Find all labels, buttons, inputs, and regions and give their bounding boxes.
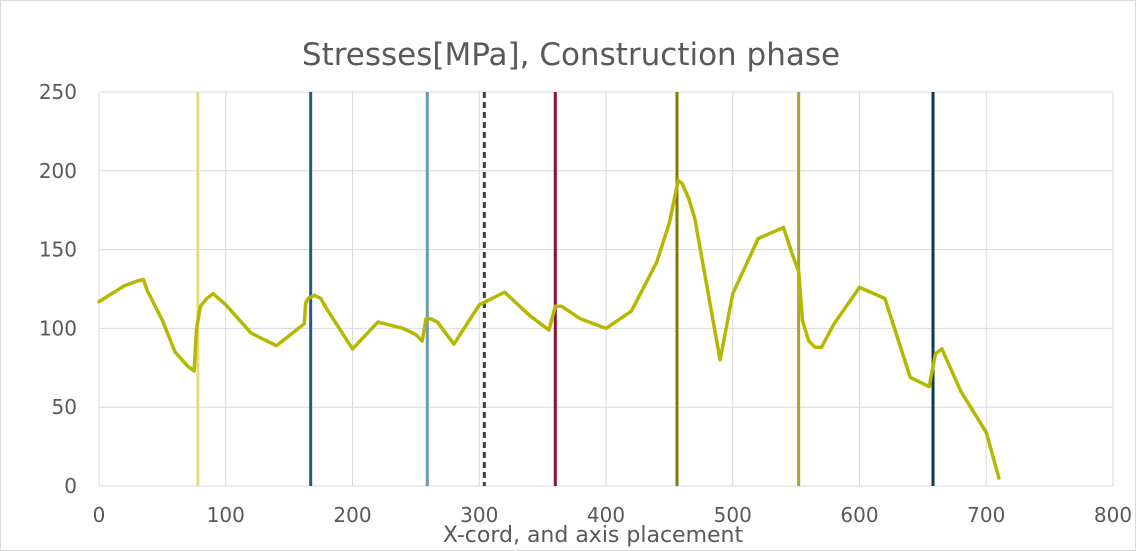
series-layer xyxy=(97,178,1001,480)
x-tick-label: 100 xyxy=(207,503,245,527)
grid-lines xyxy=(98,91,1114,487)
tick-labels: 0 50 100 150 200 250 0 100 200 300 400 500 600 700 800 xyxy=(39,80,1132,527)
y-tick-label: 200 xyxy=(39,159,77,183)
y-tick-label: 150 xyxy=(39,238,77,262)
chart-title: Stresses[MPa], Construction phase xyxy=(302,37,840,73)
y-tick-label: 100 xyxy=(39,316,77,340)
y-tick-label: 250 xyxy=(39,80,77,104)
x-tick-label: 600 xyxy=(840,503,878,527)
x-tick-label: 700 xyxy=(967,503,1005,527)
stress-series-line xyxy=(97,178,1001,480)
x-tick-label: 500 xyxy=(714,503,752,527)
x-tick-label: 0 xyxy=(93,503,106,527)
x-axis-label: X-cord, and axis placement xyxy=(443,523,744,548)
x-tick-label: 400 xyxy=(587,503,625,527)
x-tick-label: 200 xyxy=(333,503,371,527)
y-tick-label: 0 xyxy=(64,474,77,498)
y-tick-label: 50 xyxy=(52,395,77,419)
axis-placement-lines xyxy=(196,92,935,486)
x-tick-label: 800 xyxy=(1094,503,1132,527)
x-tick-label: 300 xyxy=(460,503,498,527)
